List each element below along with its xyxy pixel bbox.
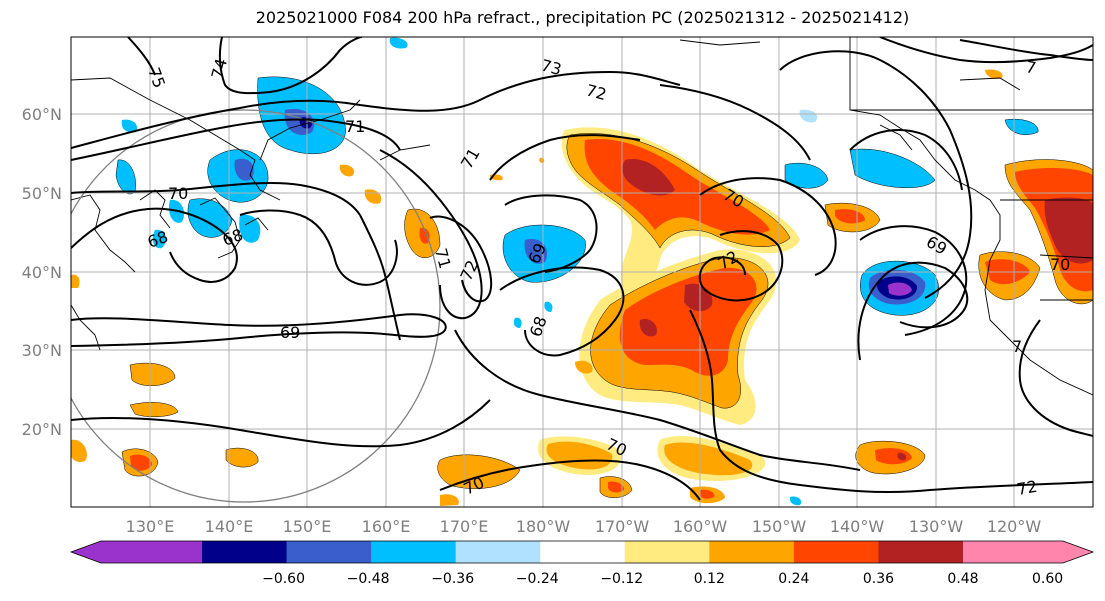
longitude-label: 130°W (909, 517, 964, 536)
colorbar-ticks: −0.60 −0.48 −0.36 −0.24 −0.12 0.12 0.24 … (262, 571, 1063, 587)
latitude-label: 20°N (22, 420, 62, 439)
colorbar-tick-label: −0.36 (431, 571, 474, 587)
coastlines (71, 37, 1093, 396)
longitude-label: 160°W (673, 517, 728, 536)
map-frame (70, 36, 1094, 508)
colorbar-tick-label: −0.60 (262, 571, 305, 587)
positive-precip-areas (71, 69, 1093, 506)
colorbar-tick-label: 0.48 (947, 571, 978, 587)
colorbar-cell (709, 541, 795, 563)
contour-label: 70 (1050, 255, 1070, 274)
longitude-label: 170°E (440, 517, 489, 536)
colorbar-cell (286, 541, 372, 563)
colorbar-tick-label: −0.48 (347, 571, 390, 587)
colorbar-outline (69, 540, 1095, 564)
colorbar: −0.60 −0.48 −0.36 −0.24 −0.12 0.12 0.24 … (69, 540, 1095, 587)
colorbar-tick-label: −0.24 (516, 571, 559, 587)
latitude-label: 30°N (22, 341, 62, 360)
colorbar-cell (540, 541, 626, 563)
contour-label: 69 (280, 323, 300, 342)
longitude-label: 160°E (362, 517, 411, 536)
colorbar-cell (71, 541, 202, 563)
longitude-label: 170°W (595, 517, 650, 536)
longitude-label: 140°E (205, 517, 254, 536)
contour-label: 73 (539, 56, 564, 80)
contour-label: 7 (1024, 57, 1037, 77)
contour-label: 71 (345, 117, 365, 136)
latitude-label: 40°N (22, 263, 62, 282)
colorbar-cell (202, 541, 288, 563)
colorbar-tick-label: 0.24 (778, 571, 809, 587)
longitude-label: 180°W (516, 517, 571, 536)
map-plot-area: 75 74 73 72 71 70 70 69 68 68 71 72 69 6… (71, 37, 1093, 507)
longitude-label: 130°E (126, 517, 175, 536)
contour-label: 74 (208, 56, 232, 81)
contour-label: 71 (431, 246, 455, 271)
colorbar-cell (371, 541, 457, 563)
colorbar-cell (455, 541, 541, 563)
colorbar-tick-label: −0.12 (600, 571, 643, 587)
longitude-label: 120°W (987, 517, 1042, 536)
colorbar-cells (69, 540, 1095, 564)
latitude-axis: 60°N 50°N 40°N 30°N 20°N (22, 105, 62, 439)
range-circle (71, 109, 441, 503)
contour-label: 72 (584, 81, 609, 105)
longitude-axis: 130°E 140°E 150°E 160°E 170°E 180°W 170°… (126, 517, 1042, 536)
colorbar-cell (624, 541, 710, 563)
contour-label: 7 (1012, 337, 1022, 356)
contour-label: 70 (168, 184, 188, 203)
colorbar-tick-label: 0.60 (1032, 571, 1063, 587)
colorbar-tick-label: 0.12 (694, 571, 725, 587)
colorbar-cell (963, 541, 1093, 563)
latitude-label: 50°N (22, 184, 62, 203)
latitude-label: 60°N (22, 105, 62, 124)
contour-label: 72 (1015, 477, 1038, 499)
colorbar-cell (878, 541, 964, 563)
longitude-label: 140°W (830, 517, 885, 536)
contour-lines (71, 37, 1093, 501)
map-title: 2025021000 F084 200 hPa refract., precip… (255, 8, 910, 27)
longitude-label: 150°E (283, 517, 332, 536)
colorbar-cell (793, 541, 879, 563)
colorbar-tick-label: 0.36 (863, 571, 894, 587)
longitude-label: 150°W (752, 517, 807, 536)
